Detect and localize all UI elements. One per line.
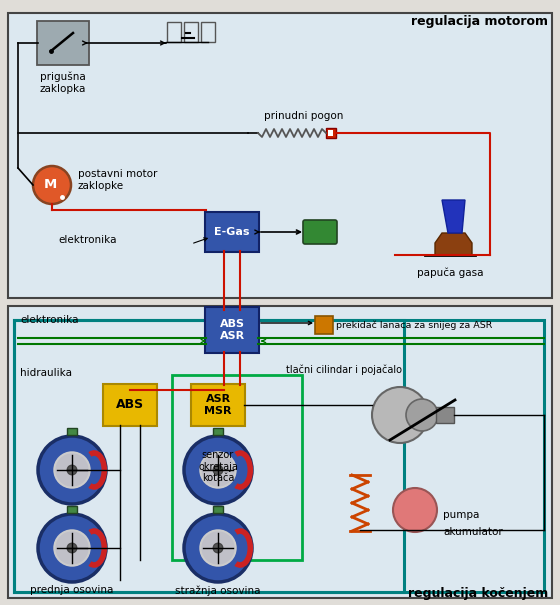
- Circle shape: [38, 514, 106, 582]
- Circle shape: [184, 436, 252, 504]
- FancyBboxPatch shape: [205, 307, 259, 353]
- Text: regulacija kočenjem: regulacija kočenjem: [408, 587, 548, 600]
- FancyBboxPatch shape: [326, 128, 336, 138]
- Text: pumpa: pumpa: [443, 510, 479, 520]
- FancyBboxPatch shape: [67, 506, 77, 513]
- Text: prekidač lanaca za snijeg za ASR: prekidač lanaca za snijeg za ASR: [336, 320, 492, 330]
- FancyBboxPatch shape: [315, 316, 333, 334]
- Text: hidraulika: hidraulika: [20, 368, 72, 378]
- FancyBboxPatch shape: [213, 506, 223, 513]
- FancyBboxPatch shape: [205, 212, 259, 252]
- Text: senzor
okretaja
kotača: senzor okretaja kotača: [198, 450, 238, 483]
- Circle shape: [33, 166, 71, 204]
- FancyBboxPatch shape: [8, 13, 552, 298]
- Text: postavni motor
zaklopke: postavni motor zaklopke: [78, 169, 157, 191]
- Circle shape: [372, 387, 428, 443]
- Text: prigušna
zaklopka: prigušna zaklopka: [40, 72, 86, 94]
- Text: regulacija motorom: regulacija motorom: [411, 15, 548, 28]
- FancyBboxPatch shape: [328, 130, 333, 136]
- FancyBboxPatch shape: [213, 428, 223, 435]
- Circle shape: [38, 436, 106, 504]
- Circle shape: [213, 465, 223, 475]
- Circle shape: [184, 514, 252, 582]
- FancyBboxPatch shape: [436, 407, 454, 423]
- Text: ABS: ABS: [116, 399, 144, 411]
- Polygon shape: [442, 200, 465, 233]
- Circle shape: [200, 453, 236, 488]
- FancyBboxPatch shape: [191, 384, 245, 426]
- Text: ABS
ASR: ABS ASR: [220, 319, 245, 341]
- Text: tlačni cilindar i pojačalo: tlačni cilindar i pojačalo: [286, 365, 402, 375]
- Text: prednja osovina: prednja osovina: [30, 585, 114, 595]
- FancyBboxPatch shape: [303, 220, 337, 244]
- Circle shape: [213, 543, 223, 553]
- Text: stražnja osovina: stražnja osovina: [175, 585, 261, 595]
- FancyBboxPatch shape: [37, 21, 89, 65]
- Text: ASR
MSR: ASR MSR: [204, 394, 232, 416]
- Circle shape: [200, 531, 236, 566]
- Circle shape: [393, 488, 437, 532]
- Circle shape: [54, 531, 90, 566]
- Text: akumulator: akumulator: [443, 527, 503, 537]
- Text: elektronika: elektronika: [20, 315, 78, 325]
- Text: prinudni pogon: prinudni pogon: [264, 111, 343, 121]
- Text: elektronika: elektronika: [58, 235, 116, 245]
- Text: M: M: [43, 178, 57, 192]
- Circle shape: [67, 465, 77, 475]
- FancyBboxPatch shape: [8, 306, 552, 598]
- Circle shape: [67, 543, 77, 553]
- Text: papuča gasa: papuča gasa: [417, 267, 483, 278]
- Text: E-Gas: E-Gas: [214, 227, 250, 237]
- Polygon shape: [435, 233, 472, 255]
- Circle shape: [406, 399, 438, 431]
- Circle shape: [54, 453, 90, 488]
- FancyBboxPatch shape: [103, 384, 157, 426]
- FancyBboxPatch shape: [67, 428, 77, 435]
